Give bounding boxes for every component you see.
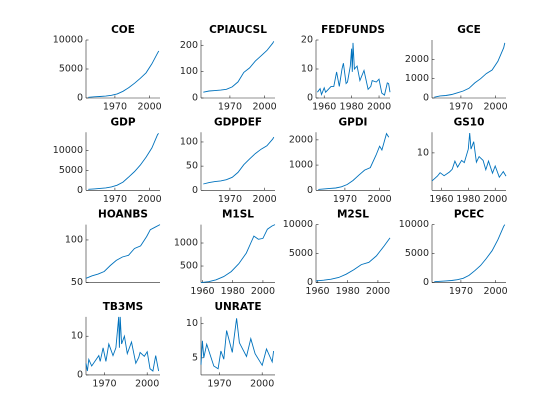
y-tick-label: 5000	[59, 165, 83, 176]
line	[85, 224, 161, 279]
y-tick-label: 5000	[405, 248, 429, 259]
line	[434, 224, 506, 283]
y-tick-label: 5000	[289, 248, 313, 259]
y-tick-label: 1000	[405, 73, 429, 84]
y-tick-label: 10	[417, 147, 429, 158]
y-tick-label: 0	[77, 185, 83, 196]
y-tick-label: 10000	[283, 219, 313, 230]
y-tick-label: 50	[186, 161, 198, 172]
chart-title: HOANBS	[98, 209, 148, 221]
y-tick-label: 0	[423, 93, 429, 104]
y-tick-label: 0	[192, 93, 198, 104]
y-tick-label: 10	[186, 318, 198, 329]
y-tick-label: 10	[71, 331, 83, 342]
x-tick-label: 1970	[218, 194, 242, 205]
chart-title: UNRATE	[214, 301, 261, 313]
y-tick-label: 20	[301, 35, 313, 46]
line	[88, 133, 160, 190]
x-tick-label: 2000	[483, 194, 507, 205]
x-tick-label: 1970	[449, 286, 473, 297]
x-tick-label: 1960	[312, 102, 336, 113]
y-tick-label: 5000	[59, 64, 83, 75]
y-tick-label: 0	[192, 185, 198, 196]
x-tick-label: 1960	[429, 194, 453, 205]
x-tick-label: 1970	[207, 378, 231, 389]
chart-title: FEDFUNDS	[321, 24, 385, 36]
x-tick-label: 1980	[340, 102, 364, 113]
x-tick-label: 2000	[135, 378, 159, 389]
y-tick-label: 100	[180, 136, 198, 147]
y-tick-label: 10	[301, 64, 313, 75]
y-tick-label: 1000	[289, 160, 313, 171]
y-tick-label: 0	[307, 93, 313, 104]
y-tick-label: 200	[180, 40, 198, 51]
x-tick-label: 2000	[253, 102, 277, 113]
x-tick-label: 1980	[456, 194, 480, 205]
chart-title: M2SL	[337, 209, 369, 221]
line	[200, 224, 276, 284]
y-tick-label: 0	[77, 93, 83, 104]
y-tick-label: 10000	[399, 219, 429, 230]
x-tick-label: 2000	[368, 194, 392, 205]
x-tick-label: 1970	[218, 102, 242, 113]
line	[431, 132, 507, 182]
x-tick-label: 2000	[253, 194, 277, 205]
y-tick-label: 0	[423, 277, 429, 288]
x-tick-label: 1970	[103, 102, 127, 113]
y-tick-label: 2000	[405, 54, 429, 65]
line	[434, 42, 506, 98]
y-tick-label: 500	[180, 261, 198, 272]
line	[203, 136, 275, 185]
x-tick-label: 1980	[221, 286, 245, 297]
line	[88, 50, 160, 98]
x-tick-label: 1960	[305, 286, 329, 297]
x-tick-label: 2000	[367, 102, 391, 113]
chart-title: GPDI	[339, 116, 368, 128]
x-tick-label: 2000	[250, 378, 274, 389]
x-tick-label: 2000	[366, 286, 390, 297]
y-tick-label: 5	[192, 352, 198, 363]
y-tick-label: 100	[65, 234, 83, 245]
y-tick-label: 0	[307, 185, 313, 196]
x-tick-label: 2000	[138, 194, 162, 205]
chart-title: GCE	[457, 24, 481, 36]
line	[203, 41, 275, 93]
y-tick-label: 50	[71, 277, 83, 288]
chart-title: GDPDEF	[214, 116, 262, 128]
x-tick-label: 2000	[484, 286, 508, 297]
chart-title: COE	[111, 24, 135, 36]
y-tick-label: 1000	[174, 238, 198, 249]
x-tick-label: 1970	[449, 102, 473, 113]
line	[315, 237, 391, 282]
y-tick-label: 0	[307, 277, 313, 288]
x-tick-label: 1960	[190, 286, 214, 297]
x-tick-label: 1970	[103, 194, 127, 205]
line	[200, 318, 275, 370]
y-tick-label: 10000	[53, 145, 83, 156]
chart-title: GS10	[454, 116, 485, 128]
chart-title: M1SL	[222, 209, 254, 221]
chart-title: PCEC	[454, 209, 485, 221]
x-tick-label: 1970	[92, 378, 116, 389]
chart-title: CPIAUCSL	[209, 24, 267, 36]
y-tick-label: 10000	[53, 35, 83, 46]
x-tick-label: 2000	[138, 102, 162, 113]
x-tick-label: 1980	[336, 286, 360, 297]
x-tick-label: 2000	[484, 102, 508, 113]
y-tick-label: 2000	[289, 134, 313, 145]
line	[318, 132, 390, 190]
line	[317, 42, 391, 96]
x-tick-label: 2000	[251, 286, 275, 297]
chart-title: TB3MS	[103, 301, 143, 313]
y-tick-label: 100	[180, 66, 198, 77]
y-tick-label: 0	[77, 369, 83, 380]
line	[85, 316, 160, 372]
x-tick-label: 1970	[333, 194, 357, 205]
chart-title: GDP	[110, 116, 135, 128]
